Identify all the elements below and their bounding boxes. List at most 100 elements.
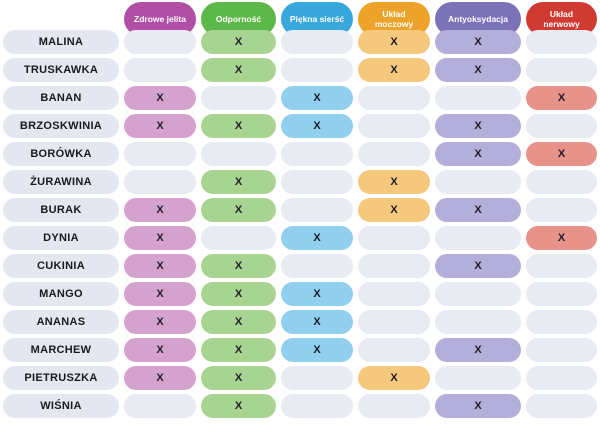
matrix-cell-malina-piekna-siersc — [281, 30, 353, 54]
mark-x: X — [474, 36, 482, 48]
matrix-cell-dynia-antyoksydacja — [435, 226, 521, 250]
matrix-cell-dynia-uklad-nerwowy: X — [526, 226, 597, 250]
matrix-cell-marchew-uklad-nerwowy — [526, 338, 597, 362]
mark-x: X — [313, 344, 321, 356]
matrix-cell-truskawka-uklad-moczowy: X — [358, 58, 430, 82]
matrix-cell-burak-zdrowe-jelita: X — [124, 198, 196, 222]
matrix-cell-dynia-piekna-siersc: X — [281, 226, 353, 250]
mark-x: X — [557, 92, 566, 104]
matrix-cell-truskawka-odpornosc: X — [201, 58, 276, 82]
matrix-cell-marchew-piekna-siersc: X — [281, 338, 353, 362]
mark-x: X — [390, 64, 398, 76]
matrix-cell-banan-uklad-moczowy — [358, 86, 430, 110]
matrix-cell-malina-zdrowe-jelita — [124, 30, 196, 54]
mark-x: X — [474, 64, 482, 76]
column-header-label: Piękna sierść — [289, 13, 345, 24]
matrix-cell-mango-uklad-nerwowy — [526, 282, 597, 306]
matrix-cell-żurawina-uklad-nerwowy — [526, 170, 597, 194]
row-label-text: MALINA — [38, 36, 84, 48]
matrix-cell-żurawina-piekna-siersc — [281, 170, 353, 194]
matrix-cell-cukinia-odpornosc: X — [201, 254, 276, 278]
matrix-cell-borówka-uklad-nerwowy: X — [526, 142, 597, 166]
matrix-cell-ananas-uklad-moczowy — [358, 310, 430, 334]
matrix-cell-ananas-odpornosc: X — [201, 310, 276, 334]
matrix-cell-brzoskwinia-uklad-moczowy — [358, 114, 430, 138]
row-label-text: DYNIA — [43, 232, 79, 244]
matrix-cell-wiśnia-piekna-siersc — [281, 394, 353, 418]
matrix-cell-marchew-zdrowe-jelita: X — [124, 338, 196, 362]
row-label: ANANAS — [3, 310, 119, 334]
matrix-cell-borówka-zdrowe-jelita — [124, 142, 196, 166]
matrix-cell-wiśnia-uklad-nerwowy — [526, 394, 597, 418]
matrix-cell-mango-zdrowe-jelita: X — [124, 282, 196, 306]
matrix-cell-wiśnia-uklad-moczowy — [358, 394, 430, 418]
mark-x: X — [313, 316, 321, 328]
matrix-cell-truskawka-zdrowe-jelita — [124, 58, 196, 82]
mark-x: X — [557, 232, 566, 244]
mark-x: X — [156, 204, 164, 216]
matrix-cell-malina-odpornosc: X — [201, 30, 276, 54]
mark-x: X — [390, 176, 398, 188]
row-label: BURAK — [3, 198, 119, 222]
mark-x: X — [474, 344, 482, 356]
matrix-cell-ananas-piekna-siersc: X — [281, 310, 353, 334]
matrix-cell-żurawina-zdrowe-jelita — [124, 170, 196, 194]
matrix-cell-burak-uklad-nerwowy — [526, 198, 597, 222]
matrix-cell-borówka-piekna-siersc — [281, 142, 353, 166]
column-header-label: Odporność — [215, 13, 262, 24]
matrix-cell-żurawina-antyoksydacja — [435, 170, 521, 194]
matrix-cell-ananas-antyoksydacja — [435, 310, 521, 334]
row-label: BORÓWKA — [3, 142, 119, 166]
row-label-text: WIŚNIA — [40, 400, 82, 412]
row-label: MALINA — [3, 30, 119, 54]
mark-x: X — [474, 120, 482, 132]
mark-x: X — [557, 148, 566, 160]
column-header-label: Układ moczowy — [374, 8, 414, 29]
matrix-cell-żurawina-odpornosc: X — [201, 170, 276, 194]
mark-x: X — [234, 260, 243, 272]
matrix-cell-ananas-uklad-nerwowy — [526, 310, 597, 334]
matrix-cell-pietruszka-uklad-moczowy: X — [358, 366, 430, 390]
mark-x: X — [156, 260, 164, 272]
matrix-cell-malina-uklad-nerwowy — [526, 30, 597, 54]
matrix-cell-brzoskwinia-antyoksydacja: X — [435, 114, 521, 138]
mark-x: X — [234, 288, 243, 300]
row-label-text: PIETRUSZKA — [24, 372, 98, 384]
row-label-text: BORÓWKA — [30, 148, 92, 160]
matrix-cell-banan-odpornosc — [201, 86, 276, 110]
mark-x: X — [390, 204, 398, 216]
matrix-cell-banan-antyoksydacja — [435, 86, 521, 110]
matrix-cell-dynia-zdrowe-jelita: X — [124, 226, 196, 250]
row-label-text: CUKINIA — [37, 260, 85, 272]
mark-x: X — [156, 316, 164, 328]
row-label: WIŚNIA — [3, 394, 119, 418]
mark-x: X — [234, 372, 243, 384]
mark-x: X — [156, 344, 164, 356]
row-label-text: ANANAS — [36, 316, 86, 328]
mark-x: X — [313, 92, 321, 104]
mark-x: X — [234, 316, 243, 328]
matrix-cell-cukinia-uklad-moczowy — [358, 254, 430, 278]
matrix-cell-brzoskwinia-uklad-nerwowy — [526, 114, 597, 138]
row-label-text: ŻURAWINA — [30, 176, 92, 188]
mark-x: X — [474, 204, 482, 216]
matrix-cell-wiśnia-zdrowe-jelita — [124, 394, 196, 418]
row-label: DYNIA — [3, 226, 119, 250]
row-label: BANAN — [3, 86, 119, 110]
matrix-cell-marchew-uklad-moczowy — [358, 338, 430, 362]
mark-x: X — [474, 400, 482, 412]
mark-x: X — [390, 36, 398, 48]
mark-x: X — [156, 288, 164, 300]
row-label: PIETRUSZKA — [3, 366, 119, 390]
mark-x: X — [234, 176, 243, 188]
mark-x: X — [156, 120, 164, 132]
column-header-label: Zdrowe jelita — [134, 13, 186, 24]
matrix-cell-pietruszka-zdrowe-jelita: X — [124, 366, 196, 390]
matrix-cell-brzoskwinia-piekna-siersc: X — [281, 114, 353, 138]
matrix-cell-pietruszka-piekna-siersc — [281, 366, 353, 390]
row-label: TRUSKAWKA — [3, 58, 119, 82]
matrix-cell-banan-piekna-siersc: X — [281, 86, 353, 110]
matrix-cell-mango-piekna-siersc: X — [281, 282, 353, 306]
matrix-cell-marchew-odpornosc: X — [201, 338, 276, 362]
